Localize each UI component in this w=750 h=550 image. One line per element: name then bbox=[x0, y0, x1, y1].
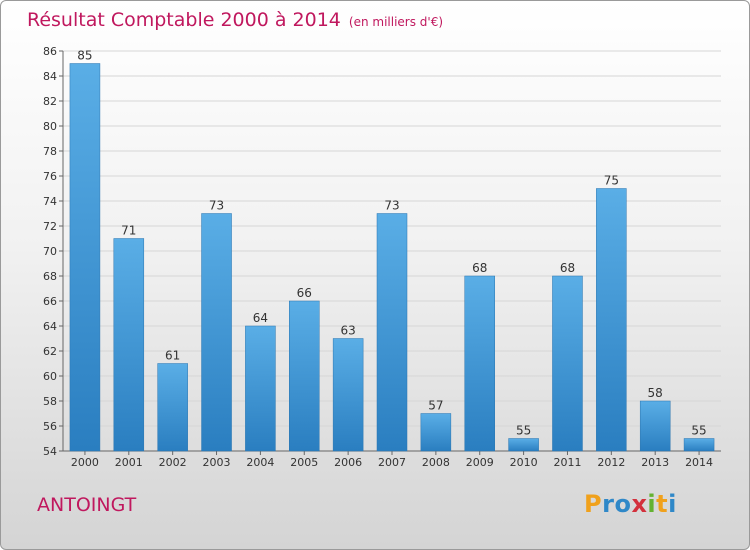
y-tick-label: 68 bbox=[43, 270, 57, 283]
data-label: 55 bbox=[691, 424, 706, 438]
bar bbox=[201, 213, 232, 452]
data-label: 71 bbox=[121, 224, 136, 238]
data-label: 58 bbox=[648, 386, 663, 400]
y-tick-label: 66 bbox=[43, 295, 57, 308]
x-tick-label: 2007 bbox=[378, 456, 406, 469]
y-tick-label: 56 bbox=[43, 420, 57, 433]
x-tick-label: 2011 bbox=[553, 456, 581, 469]
bar bbox=[639, 400, 671, 452]
x-tick-label: 2013 bbox=[641, 456, 669, 469]
y-tick-label: 74 bbox=[43, 195, 57, 208]
bar bbox=[113, 238, 145, 452]
proxiti-logo[interactable]: Proxiti bbox=[584, 490, 677, 518]
bar bbox=[289, 300, 320, 452]
y-tick-label: 84 bbox=[43, 70, 57, 83]
data-label: 55 bbox=[516, 424, 531, 438]
y-tick-label: 82 bbox=[43, 95, 57, 108]
bar bbox=[245, 325, 276, 452]
x-tick-label: 2005 bbox=[290, 456, 318, 469]
x-tick-label: 2009 bbox=[466, 456, 494, 469]
data-label: 61 bbox=[165, 349, 180, 363]
y-tick-label: 78 bbox=[43, 145, 57, 158]
x-tick-label: 2003 bbox=[203, 456, 231, 469]
bar bbox=[464, 275, 495, 452]
bar bbox=[552, 275, 583, 452]
bar bbox=[596, 188, 627, 452]
y-tick-label: 70 bbox=[43, 245, 57, 258]
chart-unit: (en milliers d'€) bbox=[348, 15, 444, 29]
data-label: 66 bbox=[297, 286, 312, 300]
y-tick-label: 54 bbox=[43, 445, 57, 458]
x-tick-label: 2010 bbox=[510, 456, 538, 469]
logo-letter: x bbox=[631, 490, 648, 518]
data-label: 57 bbox=[428, 399, 443, 413]
bar bbox=[683, 438, 715, 452]
axes: 54 56 58 60 62 64 66 68 70 72 74 76 78 80 82 84 86 2000 20… bbox=[43, 45, 721, 469]
y-tick-label: 76 bbox=[43, 170, 57, 183]
bar bbox=[508, 438, 539, 452]
data-label: 75 bbox=[604, 174, 619, 188]
logo-letter: o bbox=[614, 490, 632, 518]
bar bbox=[69, 63, 101, 452]
town-name: ANTOINGT bbox=[37, 494, 137, 516]
x-tick-label: 2012 bbox=[597, 456, 625, 469]
logo-letter: P bbox=[584, 490, 603, 518]
x-tick-label: 2001 bbox=[115, 456, 143, 469]
y-tick-label: 64 bbox=[43, 320, 57, 333]
data-label: 68 bbox=[560, 261, 575, 275]
x-tick-label: 2000 bbox=[71, 456, 99, 469]
x-tick-label: 2004 bbox=[246, 456, 274, 469]
data-label: 85 bbox=[77, 49, 92, 63]
logo-letter: i bbox=[647, 490, 657, 518]
bar bbox=[376, 213, 408, 452]
bar bbox=[332, 338, 364, 452]
data-label: 63 bbox=[340, 324, 355, 338]
x-tick-label: 2002 bbox=[159, 456, 187, 469]
y-tick-label: 62 bbox=[43, 345, 57, 358]
y-tick-label: 58 bbox=[43, 395, 57, 408]
y-tick-label: 80 bbox=[43, 120, 57, 133]
y-tick-label: 86 bbox=[43, 45, 57, 58]
x-tick-label: 2006 bbox=[334, 456, 362, 469]
bars bbox=[69, 63, 715, 452]
y-tick-label: 72 bbox=[43, 220, 57, 233]
logo-letter: r bbox=[602, 490, 615, 518]
logo-letter: i bbox=[668, 490, 677, 518]
chart-title-text: Résultat Comptable 2000 à 2014 bbox=[27, 9, 341, 31]
x-tick-label: 2008 bbox=[422, 456, 450, 469]
x-tick-label: 2014 bbox=[685, 456, 713, 469]
chart-title: Résultat Comptable 2000 à 2014 (en millie… bbox=[27, 9, 443, 31]
data-label: 68 bbox=[472, 261, 487, 275]
data-label: 64 bbox=[253, 311, 268, 325]
labels: 85 71 61 73 64 66 63 73 57 68 55 68 75 58 55 bbox=[77, 49, 706, 438]
data-label: 73 bbox=[209, 199, 224, 213]
bar bbox=[420, 413, 452, 452]
bar bbox=[157, 363, 188, 452]
data-label: 73 bbox=[384, 199, 399, 213]
logo-letter: t bbox=[656, 490, 669, 518]
y-tick-label: 60 bbox=[43, 370, 57, 383]
